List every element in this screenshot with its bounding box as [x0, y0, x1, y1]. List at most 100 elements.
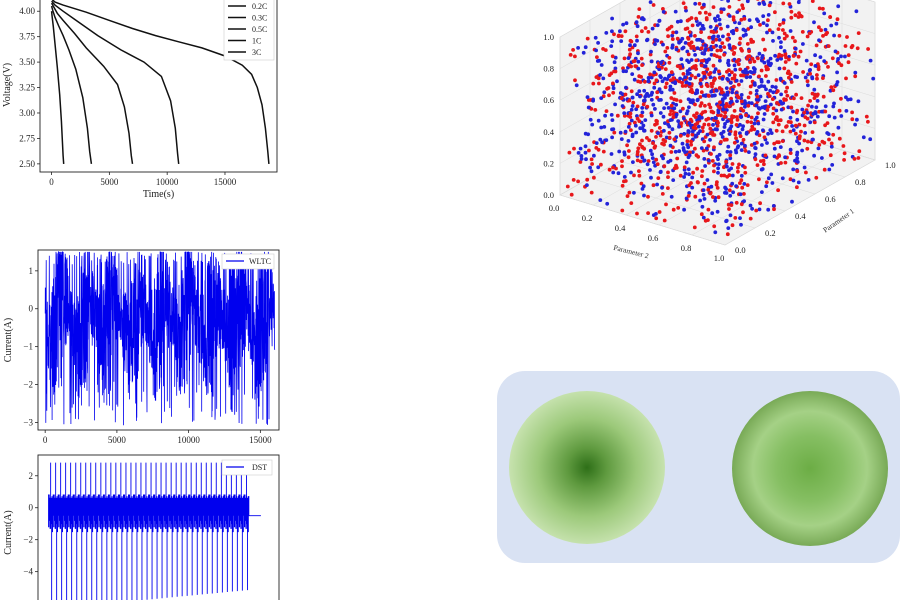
scatter-point	[641, 102, 646, 107]
scatter-point	[573, 78, 577, 83]
scatter-point	[752, 121, 757, 126]
scatter-point	[590, 162, 594, 166]
scatter-point	[823, 109, 828, 114]
scatter-point	[712, 53, 717, 57]
scatter-point	[578, 146, 583, 151]
scatter-point	[819, 109, 824, 114]
scatter-point	[768, 63, 773, 68]
scatter-point	[835, 80, 840, 84]
y-tick-label: −3	[23, 417, 33, 427]
scatter-point	[726, 0, 730, 3]
scatter-point	[680, 141, 685, 146]
scatter-point	[787, 75, 791, 80]
scatter-point	[666, 175, 670, 180]
scatter-point	[821, 6, 825, 11]
scatter-point	[725, 174, 730, 179]
scatter-point	[627, 190, 632, 195]
scatter-point	[718, 48, 723, 53]
scatter-point	[711, 110, 716, 115]
scatter-point	[792, 96, 796, 101]
scatter-point	[656, 131, 660, 136]
scatter-point	[687, 81, 692, 86]
scatter-point	[754, 115, 759, 120]
scatter-point	[640, 29, 644, 34]
scatter-point	[648, 52, 653, 57]
scatter-point	[596, 165, 601, 170]
scatter-point	[632, 77, 637, 82]
scatter-point	[725, 164, 729, 169]
scatter-point	[696, 154, 701, 159]
scatter-point	[685, 49, 690, 54]
scatter-point	[756, 0, 760, 1]
scatter-point	[682, 116, 686, 121]
scatter-point	[827, 114, 832, 119]
scatter-point	[671, 178, 676, 183]
scatter-point	[700, 204, 705, 209]
scatter-point	[846, 60, 851, 65]
scatter-point	[630, 104, 635, 108]
scatter-point	[736, 58, 741, 62]
scatter-point	[683, 27, 688, 31]
scatter-point	[770, 181, 775, 185]
scatter-point	[636, 59, 641, 64]
scatter-point	[714, 182, 719, 187]
scatter-point	[771, 120, 776, 125]
scatter-point	[825, 30, 829, 35]
scatter-point	[760, 143, 764, 147]
scatter-point	[739, 148, 744, 153]
scatter-point	[610, 118, 615, 122]
scatter-point	[781, 21, 786, 25]
scatter-point	[765, 180, 769, 185]
scatter-point	[681, 148, 686, 153]
scatter-point	[693, 75, 698, 80]
scatter-point	[810, 0, 815, 3]
scatter-point	[583, 144, 588, 149]
scatter-point	[703, 109, 708, 114]
legend-label: 0.5C	[252, 25, 267, 34]
scatter-point	[743, 165, 747, 170]
scatter-point	[697, 124, 701, 129]
scatter-point	[778, 99, 783, 104]
scatter-point	[640, 138, 644, 143]
scatter-point	[661, 10, 666, 14]
scatter-point	[769, 131, 774, 136]
scatter-point	[812, 20, 816, 25]
scatter-point	[624, 85, 628, 90]
scatter-point	[812, 120, 817, 125]
scatter-point	[694, 67, 699, 71]
scatter-point	[681, 1, 686, 6]
scatter-point	[702, 51, 707, 56]
scatter-point	[866, 47, 870, 51]
scatter-point	[748, 70, 753, 74]
scatter-point	[733, 67, 738, 72]
scatter-point	[634, 20, 639, 25]
scatter-point	[737, 162, 741, 167]
scatter-point	[652, 81, 657, 86]
scatter-point	[739, 17, 744, 22]
scatter-point	[719, 0, 724, 1]
scatter-point	[583, 131, 588, 136]
scatter-point	[652, 145, 657, 150]
scatter-point	[629, 201, 634, 206]
scatter-point	[739, 47, 743, 51]
scatter-point	[720, 90, 724, 95]
scatter-point	[739, 99, 744, 104]
scatter-point	[799, 129, 803, 134]
scatter-point	[790, 124, 794, 128]
scatter-point	[827, 137, 831, 142]
scatter-point	[705, 178, 710, 182]
scatter-point	[693, 102, 697, 107]
scatter-point	[796, 54, 801, 59]
scatter-point	[664, 135, 669, 140]
y-tick-label: −2	[23, 380, 33, 390]
scatter-point	[855, 117, 859, 122]
scatter-point	[639, 75, 643, 79]
scatter-point	[794, 92, 798, 97]
scatter-point	[789, 80, 794, 84]
scatter-point	[599, 125, 604, 130]
scatter-point	[766, 91, 770, 96]
scatter-point	[632, 59, 637, 63]
scatter-point	[793, 131, 798, 136]
scatter-point	[574, 83, 579, 88]
scatter-point	[742, 182, 747, 186]
